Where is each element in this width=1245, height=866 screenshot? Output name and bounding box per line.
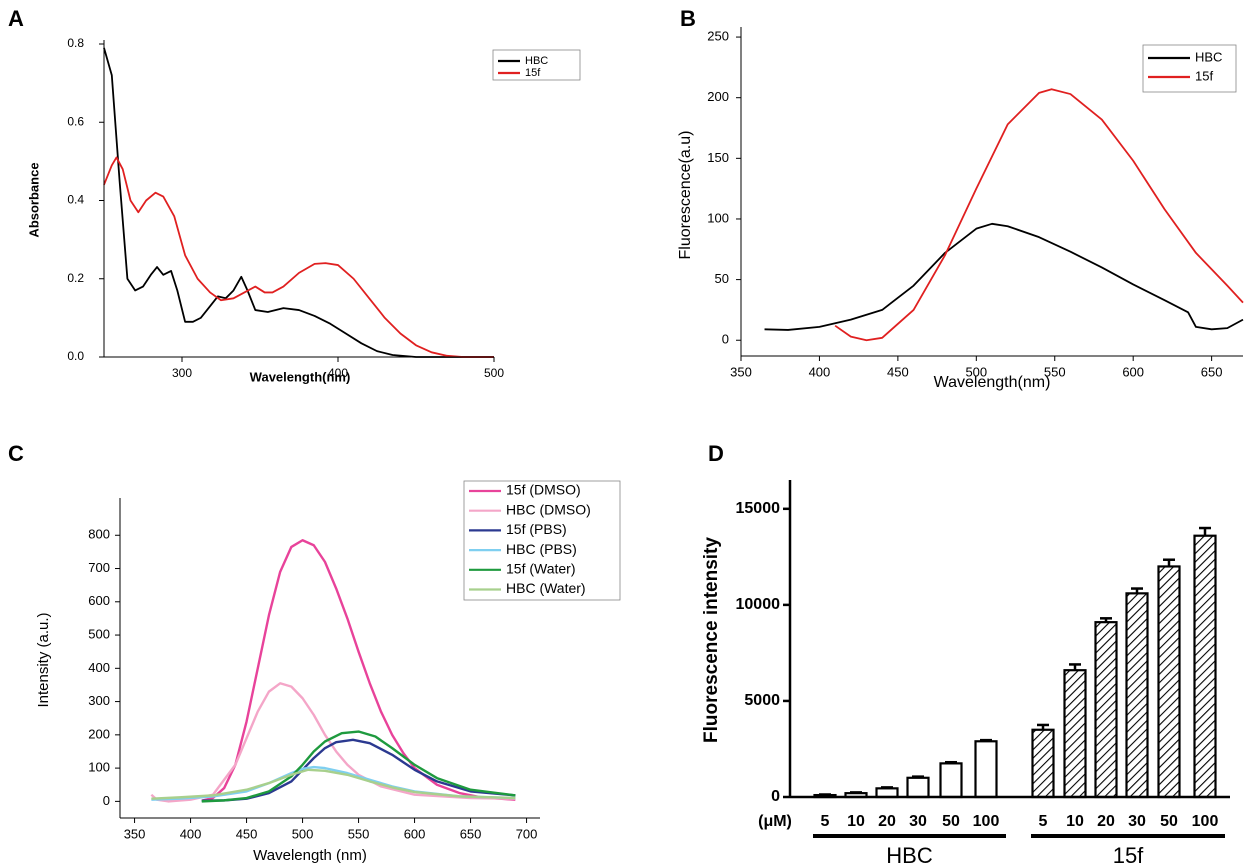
x-tick-label: 600 [1122,364,1144,379]
x-axis-title: Wavelength (nm) [253,847,367,864]
x-axis-title: Wavelength(nm) [934,374,1051,391]
bar [1031,728,1055,799]
legend-label: HBC (PBS) [506,541,577,557]
y-tick-label: 150 [707,150,729,165]
group-label: HBC [886,843,933,866]
y-axis-title: Fluorescence intensity [701,537,722,743]
legend-label: HBC [1195,49,1222,64]
bar [1125,592,1149,799]
bar [974,740,998,799]
x-tick-label: 450 [236,826,258,841]
y-tick-label: 250 [707,29,729,44]
y-tick-label: 50 [715,271,729,286]
y-tick-label: 100 [88,760,110,775]
bar [1193,534,1217,799]
bar [1157,565,1181,799]
x-tick-label: 350 [124,826,146,841]
y-tick-label: 700 [88,560,110,575]
x-tick-label: 650 [460,826,482,841]
y-tick-label: 800 [88,527,110,542]
panel-label: B [680,6,696,31]
x-tick-label: 400 [180,826,202,841]
y-tick-label: 400 [88,660,110,675]
panel-label: A [8,6,24,31]
legend-label: 15f (Water) [506,561,576,577]
x-tick-label: 500 [484,366,504,380]
x-tick-label: 600 [404,826,426,841]
group-label: 15f [1113,843,1144,866]
data-line [151,768,516,800]
y-tick-label: 200 [88,726,110,741]
y-tick-label: 0.2 [67,271,84,285]
x-tick-label: 10 [847,813,865,830]
legend-label: HBC (Water) [506,580,586,596]
legend-label: 15f [1195,68,1213,83]
y-tick-label: 500 [88,626,110,641]
y-tick-label: 0 [771,788,780,805]
y-tick-label: 0.8 [67,36,84,50]
data-line [201,730,516,803]
y-tick-label: 600 [88,593,110,608]
x-tick-label: 500 [292,826,314,841]
y-tick-label: 100 [707,210,729,225]
bar [1063,669,1087,799]
bar [1094,621,1118,799]
x-tick-label: 50 [942,813,960,830]
y-tick-label: 0.6 [67,114,84,128]
y-axis-title: Absorbance [26,162,41,237]
x-axis-title: Wavelength(nm) [250,369,351,384]
x-tick-label: 20 [878,813,896,830]
x-tick-label: 30 [909,813,927,830]
y-tick-label: 0.0 [67,349,84,363]
x-tick-label: 350 [730,364,752,379]
x-tick-label: 400 [328,366,348,380]
x-tick-label: 5 [1039,813,1048,830]
legend-box [492,49,581,81]
bar [875,787,899,799]
data-line [103,47,494,358]
x-tick-label: 300 [172,366,192,380]
y-axis-title: Fluorescence(a.u) [677,131,694,260]
y-tick-label: 0 [103,793,110,808]
legend-label: 15f (DMSO) [506,482,581,498]
y-tick-label: 15000 [736,500,781,517]
x-tick-label: 100 [1192,813,1219,830]
x-tick-label: 20 [1097,813,1115,830]
x-tick-label: 400 [809,364,831,379]
x-tick-label: 550 [1044,364,1066,379]
y-tick-label: 0.4 [67,193,84,207]
legend-label: HBC (DMSO) [506,501,591,517]
bar [906,776,930,799]
legend-label: HBC [525,55,548,67]
x-tick-label: 550 [348,826,370,841]
data-line [764,222,1244,331]
y-tick-label: 200 [707,89,729,104]
legend-label: 15f [525,67,541,79]
x-tick-label: 5 [821,813,830,830]
legend-box [463,480,621,601]
x-tick-label: 50 [1160,813,1178,830]
bar [939,762,963,799]
data-line [834,88,1244,342]
x-tick-label: 10 [1066,813,1084,830]
y-tick-label: 10000 [736,596,781,613]
panel-label: D [708,441,724,466]
x-tick-label: 650 [1201,364,1223,379]
legend-box [1142,44,1237,93]
y-tick-label: 0 [722,332,729,347]
y-tick-label: 300 [88,693,110,708]
panel-label: C [8,441,24,466]
y-axis-title: Intensity (a.u.) [35,612,52,707]
data-line [103,156,494,358]
y-tick-label: 5000 [744,692,780,709]
x-tick-label: 700 [516,826,538,841]
x-tick-label: 500 [965,364,987,379]
legend-label: 15f (PBS) [506,521,567,537]
x-tick-label: 30 [1128,813,1146,830]
x-tick-label: 100 [973,813,1000,830]
x-tick-label: 450 [887,364,909,379]
x-unit-label: (μM) [758,813,792,830]
